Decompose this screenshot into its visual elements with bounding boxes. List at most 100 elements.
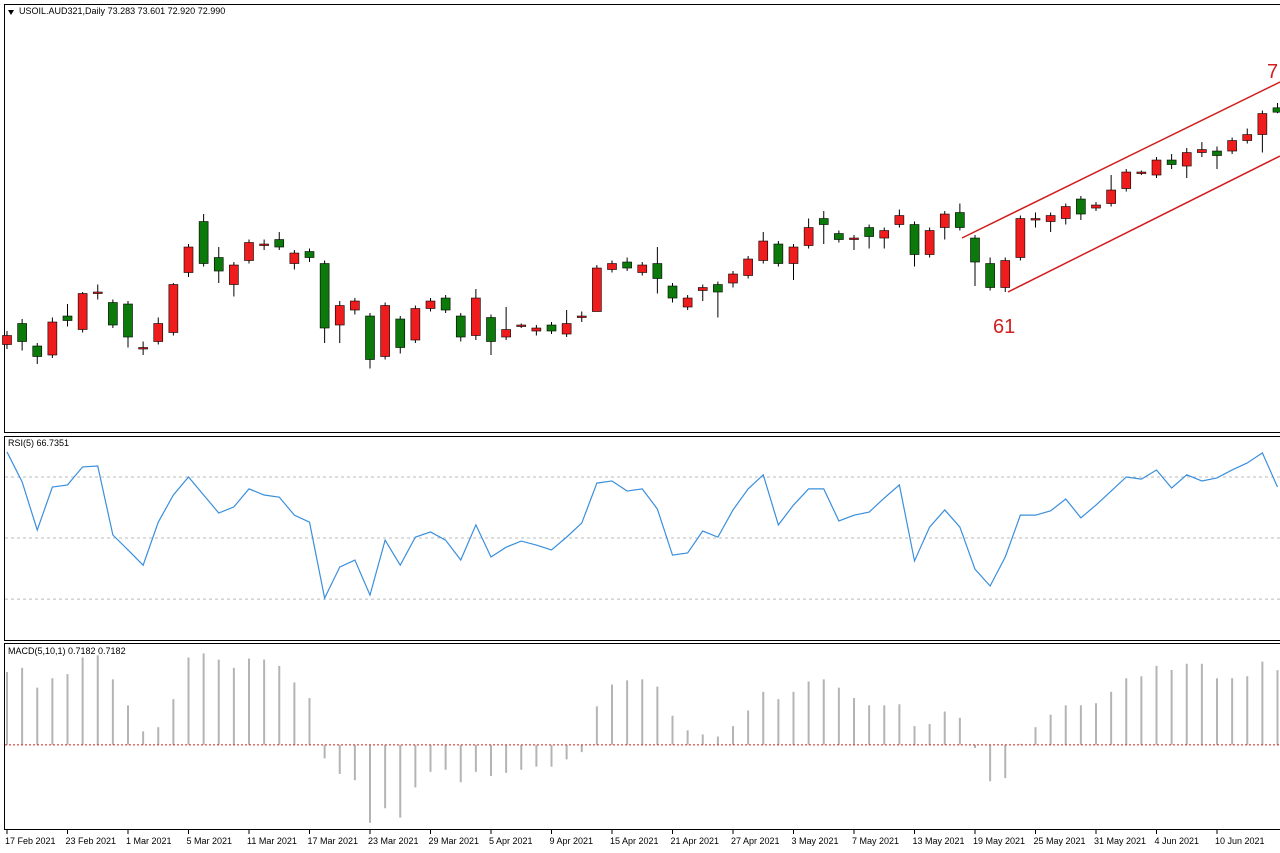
- x-tick-label: 23 Mar 2021: [368, 836, 419, 846]
- rsi-title: RSI(5) 66.7351: [8, 438, 69, 448]
- candle-body: [728, 273, 738, 284]
- x-tick-label: 9 Apr 2021: [550, 836, 594, 846]
- candle-body: [924, 230, 935, 255]
- symbol: USOIL.AUD321,Daily: [19, 6, 106, 16]
- candle-body: [531, 327, 542, 332]
- x-tick-label: 23 Feb 2021: [66, 836, 117, 846]
- candle-body: [455, 315, 466, 338]
- x-tick-label: 7 May 2021: [852, 836, 899, 846]
- candle-body: [546, 324, 557, 332]
- candle-body: [153, 323, 164, 342]
- candle-body: [1212, 150, 1222, 156]
- macd-panel: [4, 643, 1280, 830]
- ohlc-high: 73.601: [138, 6, 166, 16]
- candle-body: [380, 305, 390, 357]
- candle-body: [319, 263, 330, 329]
- x-tick-label: 3 May 2021: [792, 836, 839, 846]
- candle-body: [32, 345, 43, 357]
- candle-body: [259, 243, 269, 246]
- candle-body: [2, 335, 12, 345]
- candle-body: [410, 308, 421, 341]
- candle-body: [425, 300, 436, 309]
- candle-body: [138, 347, 148, 350]
- candle-body: [1076, 198, 1086, 215]
- collapse-icon[interactable]: [8, 10, 14, 15]
- candle-body: [486, 317, 496, 342]
- candle-body: [350, 300, 360, 311]
- macd-title: MACD(5,10,1) 0.7182 0.7182: [8, 646, 126, 656]
- x-tick-label: 17 Mar 2021: [308, 836, 359, 846]
- candle-body: [516, 324, 527, 327]
- candle-body: [1197, 149, 1207, 153]
- candle-body: [637, 264, 648, 273]
- candle-body: [1242, 134, 1253, 141]
- candle-body: [970, 237, 980, 263]
- candle-body: [743, 258, 753, 276]
- candle-body: [213, 257, 224, 272]
- ohlc-close: 72.990: [198, 6, 226, 16]
- price-panel: [4, 4, 1280, 433]
- candle-body: [788, 246, 799, 264]
- candle-body: [1272, 107, 1280, 113]
- candle-body: [576, 315, 587, 318]
- candle-body: [62, 315, 73, 321]
- candle-body: [244, 242, 254, 261]
- candle-body: [607, 263, 617, 270]
- candle-body: [123, 303, 133, 338]
- candle-body: [1045, 215, 1056, 222]
- candle-body: [834, 233, 844, 240]
- channel-upper: [961, 81, 1280, 239]
- candle-body: [229, 264, 239, 285]
- candle-body: [1227, 140, 1237, 152]
- x-tick-label: 4 Jun 2021: [1155, 836, 1200, 846]
- candle-body: [395, 318, 406, 348]
- candle-body: [894, 215, 905, 225]
- candle-body: [1015, 218, 1026, 258]
- candle-body: [682, 297, 693, 308]
- rsi-panel: [4, 436, 1280, 641]
- candle-body: [289, 252, 300, 264]
- x-tick-label: 17 Feb 2021: [5, 836, 56, 846]
- candle-body: [561, 323, 572, 335]
- candle-body: [198, 221, 209, 264]
- x-tick-label: 31 May 2021: [1094, 836, 1146, 846]
- candle-body: [365, 315, 375, 360]
- candle-body: [108, 302, 118, 326]
- candle-body: [879, 230, 890, 239]
- x-tick-label: 1 Mar 2021: [126, 836, 172, 846]
- candle-body: [652, 263, 663, 279]
- x-tick-label: 27 Apr 2021: [731, 836, 780, 846]
- candle-body: [168, 284, 179, 333]
- x-tick-label: 15 Apr 2021: [610, 836, 659, 846]
- x-tick-label: 5 Apr 2021: [489, 836, 533, 846]
- x-tick-label: 11 Mar 2021: [247, 836, 297, 846]
- candle-body: [1181, 152, 1192, 167]
- candle-body: [773, 243, 784, 264]
- annotation: 7: [1267, 61, 1278, 83]
- candle-body: [1151, 159, 1162, 176]
- candle-body: [304, 251, 315, 258]
- candle-body: [1030, 218, 1041, 221]
- candle-body: [864, 227, 874, 237]
- candle-body: [667, 285, 678, 299]
- candle-body: [1060, 206, 1071, 219]
- candle-body: [818, 218, 829, 225]
- candle-body: [939, 213, 950, 228]
- candle-body: [1257, 113, 1268, 135]
- candle-body: [471, 297, 481, 336]
- x-tick-label: 5 Mar 2021: [187, 836, 233, 846]
- ohlc-open: 73.283: [108, 6, 136, 16]
- candle-body: [183, 246, 194, 273]
- candle-body: [274, 239, 285, 248]
- candle-body: [92, 291, 103, 294]
- candle-body: [440, 297, 451, 311]
- candle-body: [985, 263, 995, 288]
- x-tick-label: 19 May 2021: [973, 836, 1025, 846]
- annotation: 61: [993, 316, 1015, 338]
- candle-body: [697, 287, 708, 291]
- candle-body: [77, 293, 88, 330]
- candle-body: [1106, 189, 1116, 204]
